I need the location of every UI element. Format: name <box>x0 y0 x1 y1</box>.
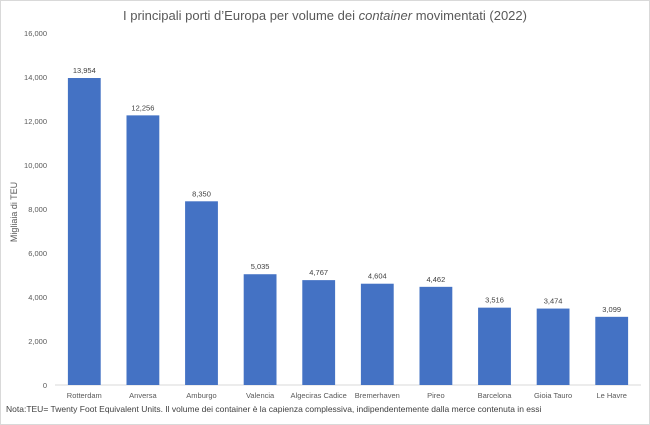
bar <box>185 201 218 385</box>
value-labels: 13,954 12,256 8,350 5,035 4,767 4,604 4,462 3,5… <box>73 66 621 314</box>
data-label: 3,516 <box>485 296 504 305</box>
x-tick-label: Algeciras Cadice <box>291 391 347 400</box>
y-axis-label: Migliaia di TEU <box>9 182 19 242</box>
data-label: 3,099 <box>602 305 621 314</box>
y-tick-label: 8,000 <box>28 205 47 214</box>
y-tick-label: 2,000 <box>28 337 47 346</box>
x-tick-label: Rotterdam <box>67 391 102 400</box>
data-label: 4,767 <box>309 268 328 277</box>
bar <box>302 280 336 385</box>
data-label: 5,035 <box>251 262 270 271</box>
data-label: 3,474 <box>544 297 563 306</box>
footnote: Nota:TEU= Twenty Foot Equivalent Units. … <box>6 404 542 414</box>
bar <box>419 286 453 385</box>
x-tick-label: Le Havre <box>596 391 626 400</box>
y-axis-ticks: 0 2,000 4,000 6,000 8,000 10,000 12,000 14,000 1… <box>24 29 47 390</box>
y-tick-label: 6,000 <box>28 249 47 258</box>
category-labels: Rotterdam Anversa Amburgo Valencia Algeciras… <box>67 391 627 400</box>
x-tick-label: Valencia <box>246 391 275 400</box>
bar <box>126 115 160 386</box>
y-tick-label: 14,000 <box>24 73 47 82</box>
x-tick-label: Barcelona <box>478 391 513 400</box>
data-label: 12,256 <box>131 103 154 112</box>
y-tick-label: 16,000 <box>24 29 47 38</box>
x-tick-label: Gioia Tauro <box>534 391 572 400</box>
x-tick-label: Anversa <box>129 391 157 400</box>
y-tick-label: 10,000 <box>24 161 47 170</box>
bar <box>595 316 629 385</box>
chart-title: I principali porti d’Europa per volume d… <box>123 8 527 23</box>
x-tick-label: Amburgo <box>186 391 216 400</box>
bar <box>360 283 394 385</box>
bar <box>478 307 511 385</box>
bars <box>67 78 629 386</box>
bar <box>536 308 570 385</box>
bar <box>67 78 101 386</box>
y-tick-label: 12,000 <box>24 117 47 126</box>
bar <box>243 274 277 385</box>
data-label: 4,604 <box>368 272 387 281</box>
x-tick-label: Bremerhaven <box>355 391 400 400</box>
data-label: 4,462 <box>427 275 446 284</box>
x-tick-label: Pireo <box>427 391 445 400</box>
data-label: 8,350 <box>192 189 211 198</box>
data-label: 13,954 <box>73 66 96 75</box>
y-tick-label: 0 <box>43 381 47 390</box>
y-tick-label: 4,000 <box>28 293 47 302</box>
